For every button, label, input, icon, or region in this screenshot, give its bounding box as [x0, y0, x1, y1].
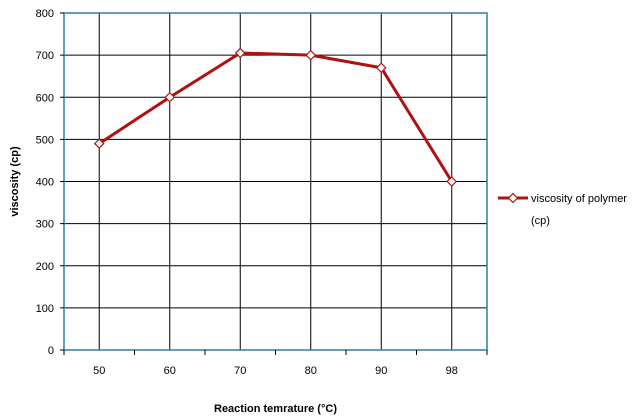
y-tick-label: 300 — [36, 219, 54, 231]
y-tick-label: 600 — [36, 92, 54, 104]
x-axis-tick-labels: 50 60 70 80 90 98 — [63, 350, 488, 377]
series-viscosity — [93, 47, 458, 187]
legend-marker-swatch — [507, 192, 519, 204]
data-point-marker — [93, 138, 105, 149]
x-axis-title: Reaction temrature (°C) — [214, 403, 337, 415]
x-tick-label: 70 — [234, 365, 246, 377]
y-tick-label: 800 — [36, 8, 54, 20]
x-tick-label: 98 — [446, 365, 458, 377]
legend-label: viscosity of polymer — [531, 193, 627, 205]
x-tick-label: 90 — [375, 365, 387, 377]
data-point-marker — [305, 49, 317, 61]
x-tick-label: 80 — [305, 365, 317, 377]
y-tick-label: 500 — [36, 134, 54, 146]
y-tick-label: 100 — [36, 303, 54, 315]
x-tick-label: 50 — [93, 365, 105, 377]
data-point-marker — [375, 62, 387, 74]
y-tick-label: 700 — [36, 50, 54, 62]
series-line — [98, 51, 454, 183]
y-tick-label: 200 — [36, 261, 54, 273]
y-tick-label: 400 — [36, 177, 54, 189]
data-point-marker — [164, 91, 176, 103]
y-axis-tick-labels: 0 100 200 300 400 500 600 700 800 — [36, 8, 64, 357]
data-point-marker — [446, 176, 458, 187]
y-tick-label: 0 — [48, 345, 54, 357]
legend-label: (cp) — [531, 215, 550, 227]
x-tick-label: 60 — [164, 365, 176, 377]
data-point-marker — [234, 47, 246, 59]
y-axis-title: viscosity (cp) — [9, 146, 21, 217]
legend: viscosity of polymer (cp) — [498, 192, 627, 227]
grid-lines — [64, 13, 487, 350]
